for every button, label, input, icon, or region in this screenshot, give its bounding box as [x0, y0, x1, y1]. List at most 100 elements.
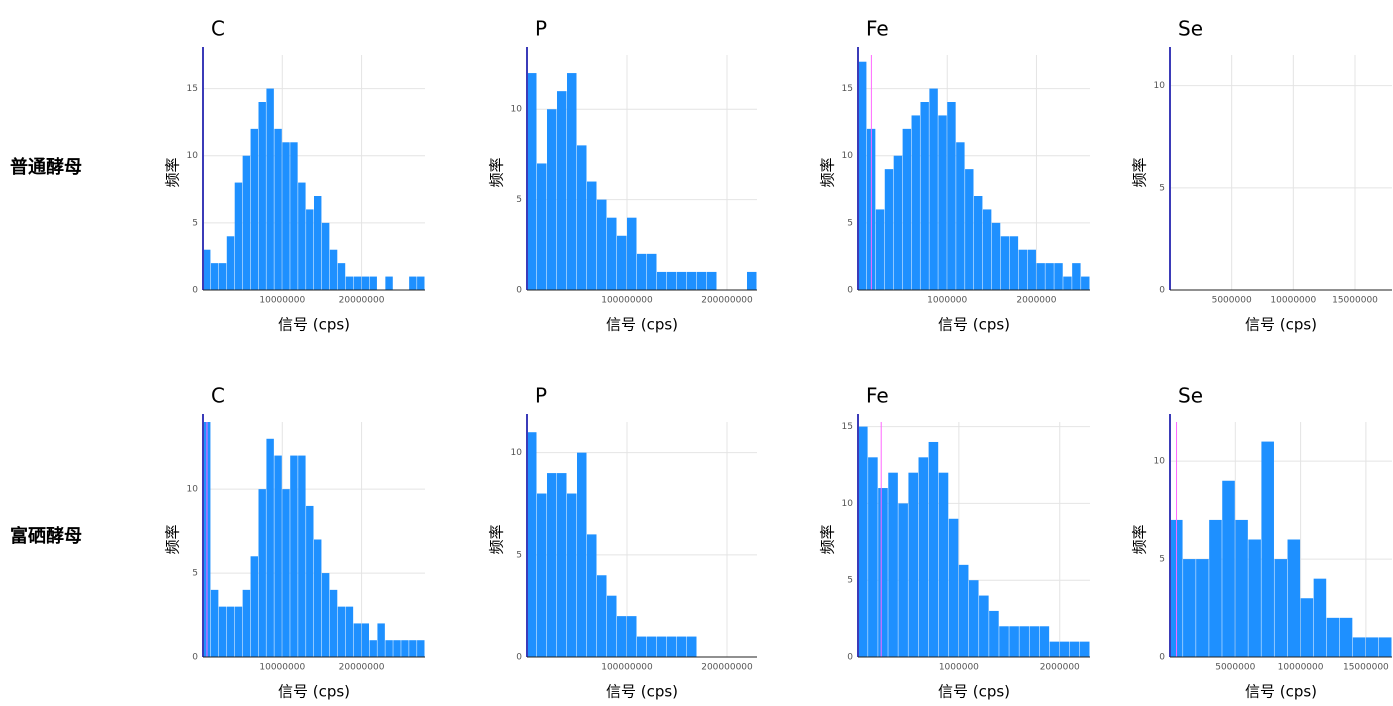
y-tick-label: 5 — [516, 550, 522, 560]
y-axis-label: 频率 — [1131, 157, 1149, 187]
bar — [657, 271, 667, 290]
bar — [1063, 276, 1072, 290]
bar — [577, 145, 587, 290]
bar — [361, 623, 369, 657]
y-axis-label: 频率 — [819, 157, 837, 187]
bar — [617, 235, 627, 290]
x-axis-label: 信号 (cps) — [938, 683, 1010, 701]
bar — [298, 182, 306, 290]
y-tick-label: 5 — [1159, 555, 1165, 565]
x-axis-label: 信号 (cps) — [278, 683, 350, 701]
x-tick-label: 100000000 — [601, 663, 653, 673]
bar — [1248, 539, 1261, 657]
bar — [226, 236, 235, 290]
bar — [266, 88, 274, 290]
bar — [417, 640, 425, 657]
y-tick-label: 0 — [847, 286, 853, 296]
x-tick-label: 15000000 — [1343, 663, 1389, 673]
bar — [687, 271, 697, 290]
bar — [878, 488, 888, 657]
bar — [1059, 641, 1070, 657]
bar — [958, 564, 969, 657]
bar — [417, 276, 425, 290]
bar — [1326, 617, 1340, 657]
y-axis-label: 频率 — [164, 157, 182, 187]
bar — [234, 182, 243, 290]
y-tick-label: 5 — [516, 195, 522, 205]
bar — [409, 640, 417, 657]
x-tick-label: 200000000 — [701, 296, 753, 306]
bar — [747, 271, 757, 290]
bar — [1313, 578, 1327, 657]
bar — [218, 606, 227, 657]
chart-title: C — [211, 17, 225, 41]
x-axis-label: 信号 (cps) — [606, 683, 678, 701]
bar — [1287, 539, 1301, 657]
bar — [677, 636, 687, 657]
bar — [1029, 626, 1040, 657]
bar — [274, 128, 282, 290]
bar — [1209, 519, 1222, 657]
bar — [999, 626, 1009, 657]
bar — [938, 472, 949, 657]
bar — [1196, 559, 1209, 657]
y-tick-label: 0 — [516, 286, 522, 296]
bar — [1009, 626, 1019, 657]
bar — [875, 209, 885, 290]
bar — [577, 452, 587, 657]
bar — [1054, 263, 1063, 290]
bar — [409, 276, 417, 290]
bar — [1339, 617, 1353, 657]
bar — [647, 636, 657, 657]
y-tick-label: 10 — [511, 448, 523, 458]
bar — [361, 276, 369, 290]
bar — [858, 61, 867, 290]
chart-title: Se — [1178, 384, 1203, 408]
bar — [908, 472, 919, 657]
bar — [401, 640, 409, 657]
chart-title: Fe — [866, 17, 889, 41]
x-tick-label: 1000000 — [939, 663, 979, 673]
bar — [974, 196, 983, 290]
bar — [266, 438, 274, 657]
x-tick-label: 20000000 — [339, 663, 385, 673]
chart-title: P — [535, 17, 547, 41]
bar — [707, 271, 717, 290]
bar — [345, 606, 354, 657]
bar — [884, 169, 894, 290]
x-tick-label: 100000000 — [601, 296, 653, 306]
bar — [329, 249, 338, 290]
bar — [290, 142, 298, 290]
bar — [527, 73, 537, 290]
bar — [210, 263, 219, 290]
y-tick-label: 5 — [1159, 183, 1165, 193]
bar — [1009, 236, 1019, 290]
bar — [1183, 559, 1196, 657]
y-tick-label: 15 — [842, 84, 853, 94]
y-tick-label: 10 — [511, 105, 523, 115]
bar — [965, 169, 974, 290]
bar — [1072, 263, 1081, 290]
bar — [282, 142, 290, 290]
x-tick-label: 5000000 — [1215, 663, 1255, 673]
x-axis-label: 信号 (cps) — [1245, 316, 1317, 334]
bar — [250, 128, 258, 290]
bar — [353, 276, 362, 290]
bar — [393, 640, 401, 657]
bar — [377, 623, 385, 657]
bar — [547, 473, 557, 657]
bar — [607, 595, 617, 657]
bar — [385, 640, 393, 657]
bar — [1274, 559, 1288, 657]
bar — [911, 115, 920, 290]
bar — [597, 575, 607, 657]
bar — [991, 222, 1001, 290]
x-tick-label: 10000000 — [1270, 296, 1316, 306]
bar — [929, 88, 938, 290]
chart-title: Se — [1178, 17, 1203, 41]
bar — [979, 595, 989, 657]
bar — [557, 91, 567, 291]
bar — [337, 606, 346, 657]
x-tick-label: 20000000 — [339, 296, 385, 306]
